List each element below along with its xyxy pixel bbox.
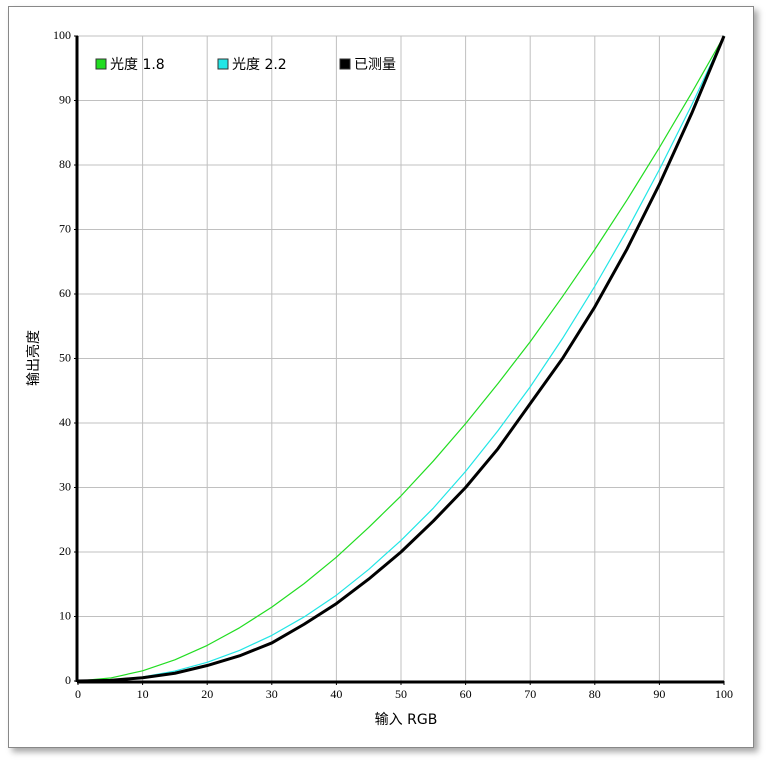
y-tick-label: 90: [59, 92, 71, 106]
x-tick-label: 90: [653, 687, 665, 701]
y-tick-label: 40: [59, 415, 71, 429]
y-tick-label: 20: [59, 544, 71, 558]
legend-label: 已测量: [354, 57, 396, 73]
legend-swatch: [217, 58, 229, 70]
legend-swatch: [339, 58, 351, 70]
legend-swatch: [95, 58, 107, 70]
y-axis-label: 输出亮度: [25, 330, 42, 386]
x-tick-label: 20: [201, 687, 213, 701]
x-tick-label: 40: [330, 687, 342, 701]
x-axis-label: 输入 RGB: [375, 712, 438, 728]
x-tick-label: 60: [460, 687, 472, 701]
y-tick-label: 50: [59, 350, 71, 364]
y-tick-label: 80: [59, 157, 71, 171]
x-tick-label: 70: [524, 687, 536, 701]
plot: 0 10 20 30 40 50 60 70 80 90 100 0 10 20 30 40 50 60 70 80 9…: [53, 28, 733, 701]
x-tick-label: 50: [395, 687, 407, 701]
y-tick-label: 100: [53, 28, 71, 42]
legend-label: 光度 2.2: [232, 57, 287, 73]
y-tick-label: 60: [59, 286, 71, 300]
series-line: [77, 35, 725, 682]
x-tick-label: 100: [715, 687, 733, 701]
y-tick-label: 30: [59, 479, 71, 493]
x-tick-label: 0: [75, 687, 81, 701]
y-tick-label: 0: [65, 673, 71, 687]
x-tick-label: 10: [137, 687, 149, 701]
y-tick-label: 10: [59, 608, 71, 622]
series-line: [77, 35, 725, 682]
series-line: [77, 35, 726, 683]
x-tick-label: 80: [589, 687, 601, 701]
y-tick-label: 70: [59, 221, 71, 235]
x-tick-label: 30: [266, 687, 278, 701]
legend-label: 光度 1.8: [110, 57, 165, 73]
